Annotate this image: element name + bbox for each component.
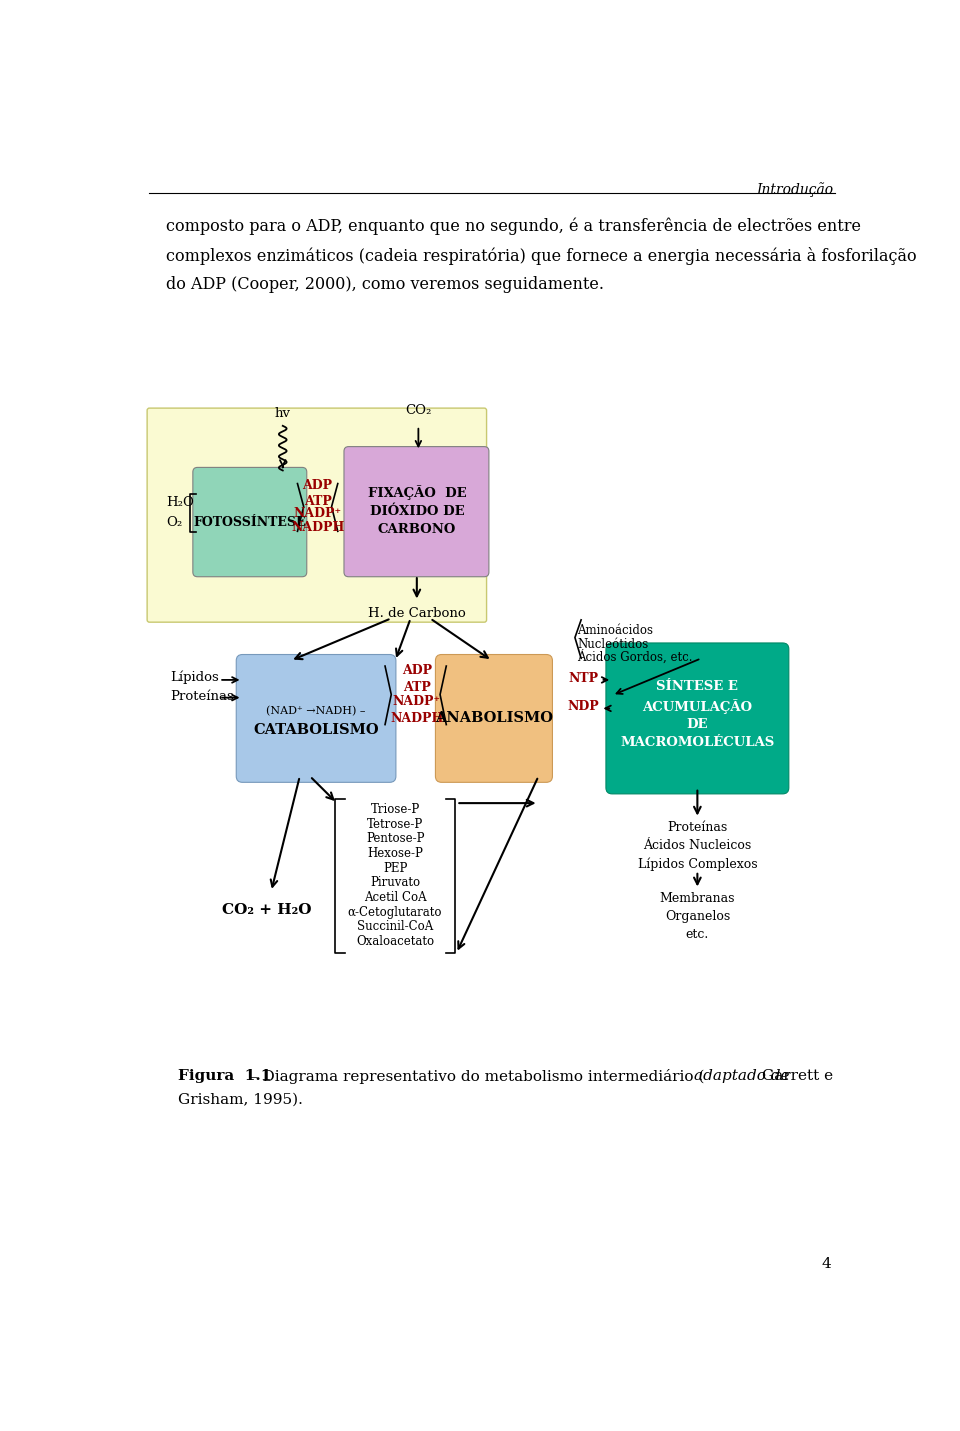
Text: ANABOLISMO: ANABOLISMO [435,711,553,726]
Text: CATABOLISMO: CATABOLISMO [253,723,379,737]
Text: Pentose-P: Pentose-P [366,833,424,846]
Text: (NAD⁺ →NADH) –: (NAD⁺ →NADH) – [266,705,366,716]
Text: Succinil-CoA: Succinil-CoA [357,920,433,933]
Text: α-Cetoglutarato: α-Cetoglutarato [348,906,443,919]
Text: Grisham, 1995).: Grisham, 1995). [179,1093,303,1106]
Text: NADPH: NADPH [390,711,444,726]
Text: FOTOSSÍNTESE: FOTOSSÍNTESE [193,515,305,528]
Text: – Diagrama representativo do metabolismo intermediário (: – Diagrama representativo do metabolismo… [251,1069,705,1083]
Text: Proteínas
Ácidos Nucleicos
Lípidos Complexos: Proteínas Ácidos Nucleicos Lípidos Compl… [637,821,757,870]
Text: FIXAÇÃO  DE
DIÓXIDO DE
CARBONO: FIXAÇÃO DE DIÓXIDO DE CARBONO [368,485,467,537]
Text: Acetil CoA: Acetil CoA [364,892,426,904]
Text: H₂O: H₂O [166,497,194,509]
FancyBboxPatch shape [147,408,487,622]
Text: Tetrose-P: Tetrose-P [367,817,423,831]
Text: ATP: ATP [403,681,431,694]
Text: Hexose-P: Hexose-P [367,847,423,860]
Text: adaptado de: adaptado de [694,1069,790,1083]
Text: CO₂ + H₂O: CO₂ + H₂O [223,903,312,917]
Text: O₂: O₂ [166,515,182,528]
Text: composto para o ADP, enquanto que no segundo, é a transferência de electrões ent: composto para o ADP, enquanto que no seg… [166,218,861,236]
Text: do ADP (Cooper, 2000), como veremos seguidamente.: do ADP (Cooper, 2000), como veremos segu… [166,276,605,293]
Text: Triose-P: Triose-P [371,803,420,816]
FancyBboxPatch shape [344,446,489,577]
FancyBboxPatch shape [606,643,789,794]
Text: SÍNTESE E
ACUMULAÇÃO
DE
MACROMOLÉCULAS: SÍNTESE E ACUMULAÇÃO DE MACROMOLÉCULAS [620,681,775,748]
Text: complexos enzimáticos (cadeia respiratória) que fornece a energia necessária à f: complexos enzimáticos (cadeia respiratór… [166,248,917,265]
Text: Nucleótidos: Nucleótidos [577,638,649,651]
Text: H. de Carbono: H. de Carbono [368,607,466,620]
Text: NTP: NTP [568,673,598,685]
Text: PEP: PEP [383,861,407,874]
FancyBboxPatch shape [193,468,307,577]
Text: Figura  1.1: Figura 1.1 [179,1069,272,1083]
Text: Oxaloacetato: Oxaloacetato [356,934,434,947]
Text: NADPH: NADPH [291,521,345,534]
Text: ADP: ADP [402,664,432,677]
Text: Garrett e: Garrett e [761,1069,833,1083]
Text: Lípidos: Lípidos [170,671,219,684]
Text: NADP⁺: NADP⁺ [294,507,342,519]
Text: CO₂: CO₂ [405,404,432,416]
Text: Piruvato: Piruvato [370,876,420,889]
Text: hv: hv [275,408,291,421]
FancyBboxPatch shape [236,654,396,783]
Text: Aminoácidos: Aminoácidos [577,624,653,637]
Text: NADP⁺: NADP⁺ [393,695,441,708]
Text: 4: 4 [822,1258,831,1271]
Text: Membranas
Organelos
etc.: Membranas Organelos etc. [660,892,735,940]
Text: Ácidos Gordos, etc.: Ácidos Gordos, etc. [577,650,693,664]
FancyBboxPatch shape [436,654,552,783]
Text: Proteínas: Proteínas [170,690,234,704]
Text: Introdução: Introdução [756,183,833,197]
Text: ADP: ADP [302,479,333,492]
Text: ATP: ATP [303,495,331,508]
Text: NDP: NDP [567,700,599,714]
